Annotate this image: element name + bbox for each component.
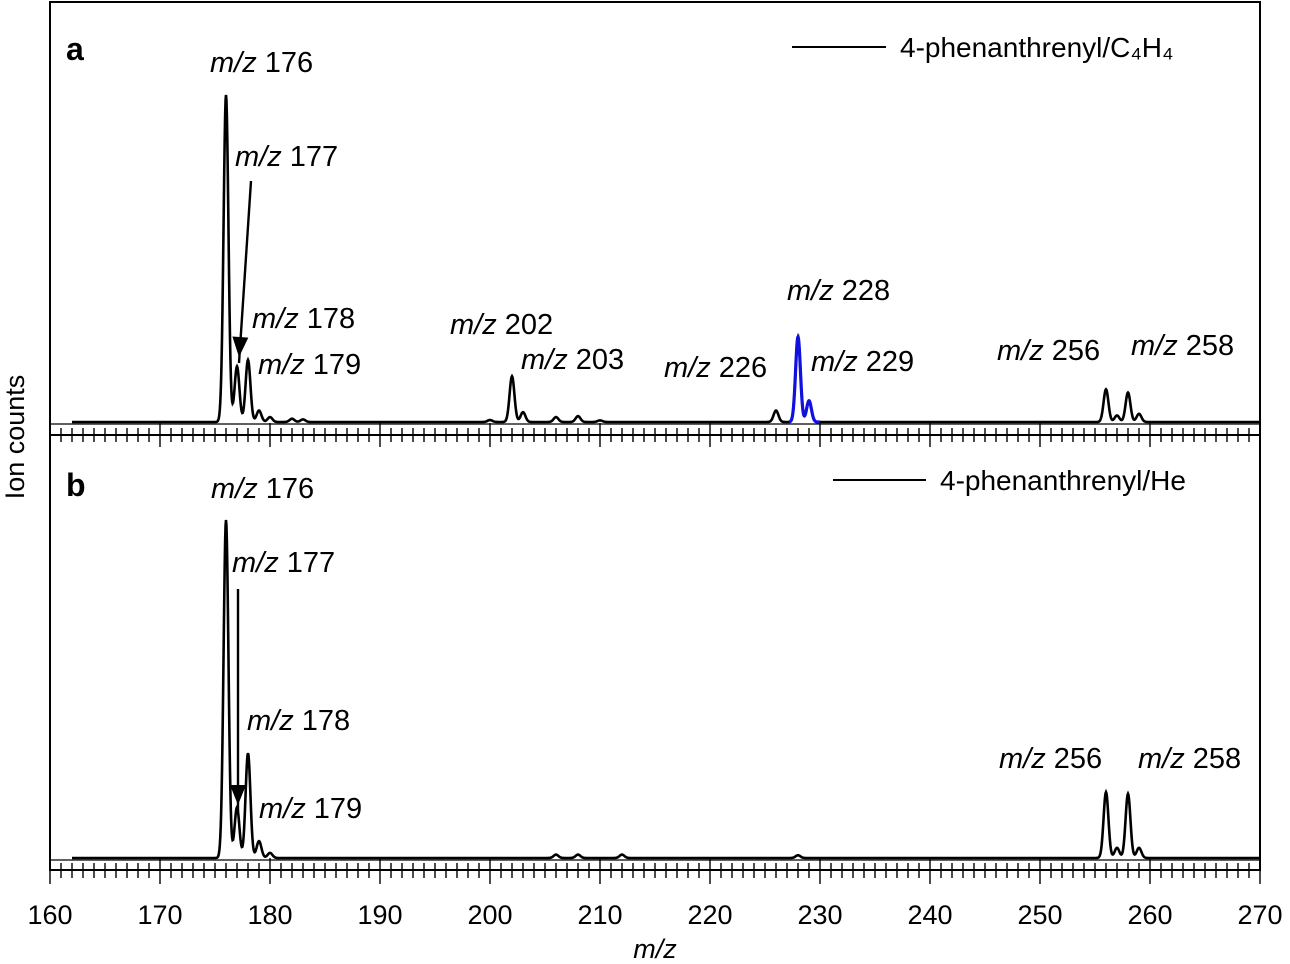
x-tick-label: 210: [577, 900, 622, 930]
arrow-177-a: [237, 180, 253, 364]
peak-label-b-178: m/z 178: [247, 705, 350, 737]
x-tick-label: 260: [1127, 900, 1172, 930]
x-tick-label: 220: [687, 900, 732, 930]
peak-label-a-177: m/z 177: [235, 141, 338, 173]
x-tick-label: 250: [1017, 900, 1062, 930]
x-tick-label: 170: [137, 900, 182, 930]
peak-label-b-177: m/z 177: [232, 547, 335, 579]
legend-a-text: 4-phenanthrenyl/C₄H₄: [900, 32, 1173, 63]
x-tick-label: 200: [467, 900, 512, 930]
peak-label-a-258: m/z 258: [1131, 330, 1234, 362]
x-tick-label: 270: [1237, 900, 1282, 930]
peak-label-a-229: m/z 229: [811, 346, 914, 378]
peak-label-b-258: m/z 258: [1138, 743, 1241, 775]
x-axis-title: m/z: [633, 934, 677, 964]
spectrum-line-b: [72, 519, 1260, 860]
peak-label-a-176: m/z 176: [210, 47, 313, 79]
legend-b-text: 4-phenanthrenyl/He: [940, 465, 1186, 496]
x-tick-label: 160: [27, 900, 72, 930]
peak-label-a-228: m/z 228: [787, 275, 890, 307]
peak-label-a-202: m/z 202: [450, 309, 553, 341]
arrow-177-b-head: [230, 785, 246, 805]
x-axis-ticks: 160 170 180 190 200 210 220 230 240 250 260 270: [27, 423, 1283, 930]
x-tick-label: 180: [247, 900, 292, 930]
panel-a-label: a: [66, 31, 84, 67]
x-tick-label: 190: [357, 900, 402, 930]
peak-label-b-256: m/z 256: [999, 743, 1102, 775]
peak-label-a-226: m/z 226: [664, 352, 767, 384]
peak-label-b-179: m/z 179: [259, 793, 362, 825]
peak-label-a-178: m/z 178: [252, 303, 355, 335]
spectrum-line-a: [72, 94, 1260, 424]
peak-label-a-179: m/z 179: [258, 349, 361, 381]
arrow-177-a-head: [232, 336, 249, 357]
peak-label-a-256: m/z 256: [997, 335, 1100, 367]
x-tick-label: 230: [797, 900, 842, 930]
highlight-peak-line: [788, 334, 820, 424]
spectrum-curves: [50, 94, 1260, 861]
y-axis-title: Ion counts: [0, 375, 30, 500]
x-tick-label: 240: [907, 900, 952, 930]
panel-b-label: b: [66, 467, 86, 503]
peak-label-b-176: m/z 176: [211, 473, 314, 505]
peak-label-a-203: m/z 203: [521, 344, 624, 376]
